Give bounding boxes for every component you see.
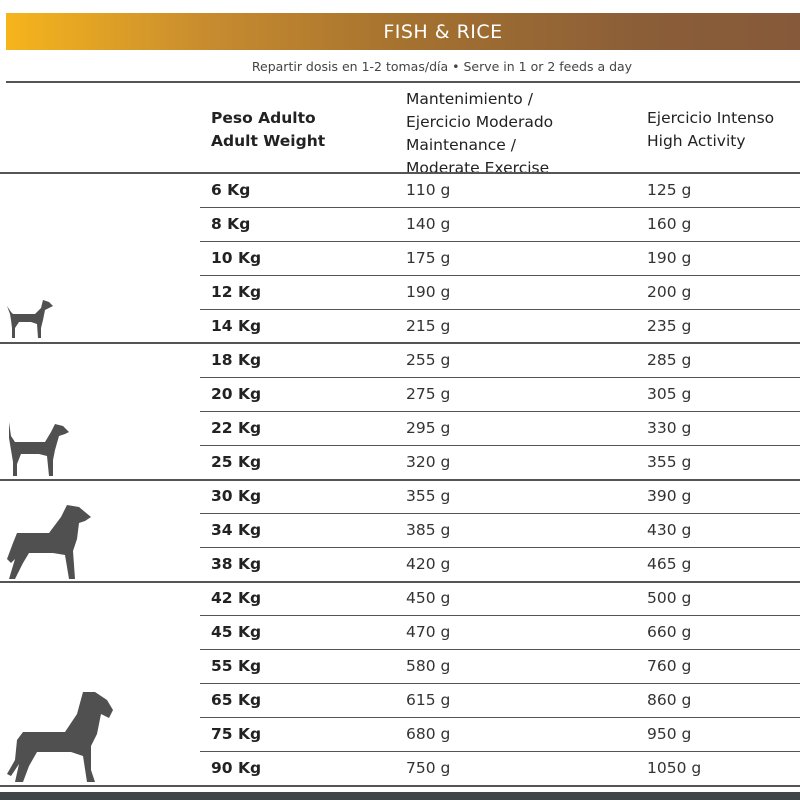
high-activity-cell: 465 g [647,555,692,573]
title-banner: FISH & RICE [6,13,800,50]
header-maintenance-line: Maintenance / [406,136,516,154]
header-maintenance: Mantenimiento / Ejercicio Moderado Maint… [406,88,553,180]
table-row: 55 Kg 580 g 760 g [200,649,800,683]
weight-cell: 10 Kg [211,249,262,267]
table-row: 42 Kg 450 g 500 g [200,581,800,615]
group-divider [0,785,800,787]
maintenance-cell: 275 g [406,385,451,403]
table-row: 6 Kg 110 g 125 g [200,173,800,207]
high-activity-cell: 660 g [647,623,692,641]
group-divider [0,342,800,344]
weight-cell: 18 Kg [211,351,262,369]
table-row: 38 Kg 420 g 465 g [200,547,800,581]
maintenance-cell: 110 g [406,181,451,199]
weight-cell: 6 Kg [211,181,251,199]
high-activity-cell: 285 g [647,351,692,369]
maintenance-cell: 470 g [406,623,451,641]
high-activity-cell: 950 g [647,725,692,743]
high-activity-cell: 500 g [647,589,692,607]
table-row: 45 Kg 470 g 660 g [200,615,800,649]
weight-cell: 20 Kg [211,385,262,403]
table-row: 10 Kg 175 g 190 g [200,241,800,275]
high-activity-cell: 355 g [647,453,692,471]
group-divider [0,581,800,583]
high-activity-cell: 160 g [647,215,692,233]
table-row: 30 Kg 355 g 390 g [200,479,800,513]
header-maintenance-line: Mantenimiento / [406,90,533,108]
high-activity-cell: 125 g [647,181,692,199]
maintenance-cell: 295 g [406,419,451,437]
maintenance-cell: 355 g [406,487,451,505]
weight-cell: 30 Kg [211,487,262,505]
table-row: 8 Kg 140 g 160 g [200,207,800,241]
maintenance-cell: 320 g [406,453,451,471]
high-activity-cell: 760 g [647,657,692,675]
high-activity-cell: 235 g [647,317,692,335]
table-row: 20 Kg 275 g 305 g [200,377,800,411]
weight-cell: 25 Kg [211,453,262,471]
weight-cell: 55 Kg [211,657,262,675]
maintenance-cell: 580 g [406,657,451,675]
maintenance-cell: 450 g [406,589,451,607]
header-weight-en: Adult Weight [211,132,326,150]
high-activity-cell: 305 g [647,385,692,403]
footer-bar [0,792,800,800]
header-high-es: Ejercicio Intenso [647,109,775,127]
header-weight: Peso Adulto Adult Weight [211,107,325,153]
maintenance-cell: 215 g [406,317,451,335]
high-activity-cell: 1050 g [647,759,702,777]
table-row: 34 Kg 385 g 430 g [200,513,800,547]
giant-dog-icon [7,692,113,782]
weight-cell: 8 Kg [211,215,251,233]
header-maintenance-line: Ejercicio Moderado [406,113,554,131]
title: FISH & RICE [383,20,503,43]
maintenance-cell: 420 g [406,555,451,573]
table-row: 75 Kg 680 g 950 g [200,717,800,751]
table-row: 22 Kg 295 g 330 g [200,411,800,445]
high-activity-cell: 390 g [647,487,692,505]
medium-dog-icon [9,422,69,476]
large-dog-icon [7,505,91,579]
table-row: 12 Kg 190 g 200 g [200,275,800,309]
high-activity-cell: 330 g [647,419,692,437]
high-activity-cell: 200 g [647,283,692,301]
weight-cell: 34 Kg [211,521,262,539]
maintenance-cell: 615 g [406,691,451,709]
divider [6,81,800,83]
header-weight-es: Peso Adulto [211,109,316,127]
table-row: 14 Kg 215 g 235 g [200,309,800,343]
table-row: 65 Kg 615 g 860 g [200,683,800,717]
weight-cell: 38 Kg [211,555,262,573]
weight-cell: 90 Kg [211,759,262,777]
header-high-en: High Activity [647,132,746,150]
weight-cell: 45 Kg [211,623,262,641]
small-dog-icon [7,300,53,338]
maintenance-cell: 680 g [406,725,451,743]
high-activity-cell: 430 g [647,521,692,539]
table-row: 18 Kg 255 g 285 g [200,343,800,377]
weight-cell: 12 Kg [211,283,262,301]
table-row: 25 Kg 320 g 355 g [200,445,800,479]
subtitle: Repartir dosis en 1-2 tomas/día • Serve … [251,59,633,74]
header-high-activity: Ejercicio Intenso High Activity [647,107,774,153]
table-row: 90 Kg 750 g 1050 g [200,751,800,785]
weight-cell: 65 Kg [211,691,262,709]
maintenance-cell: 190 g [406,283,451,301]
maintenance-cell: 140 g [406,215,451,233]
weight-cell: 75 Kg [211,725,262,743]
weight-cell: 42 Kg [211,589,262,607]
maintenance-cell: 255 g [406,351,451,369]
high-activity-cell: 190 g [647,249,692,267]
group-divider [0,479,800,481]
weight-cell: 14 Kg [211,317,262,335]
maintenance-cell: 385 g [406,521,451,539]
weight-cell: 22 Kg [211,419,262,437]
maintenance-cell: 750 g [406,759,451,777]
high-activity-cell: 860 g [647,691,692,709]
group-divider [0,172,800,174]
maintenance-cell: 175 g [406,249,451,267]
